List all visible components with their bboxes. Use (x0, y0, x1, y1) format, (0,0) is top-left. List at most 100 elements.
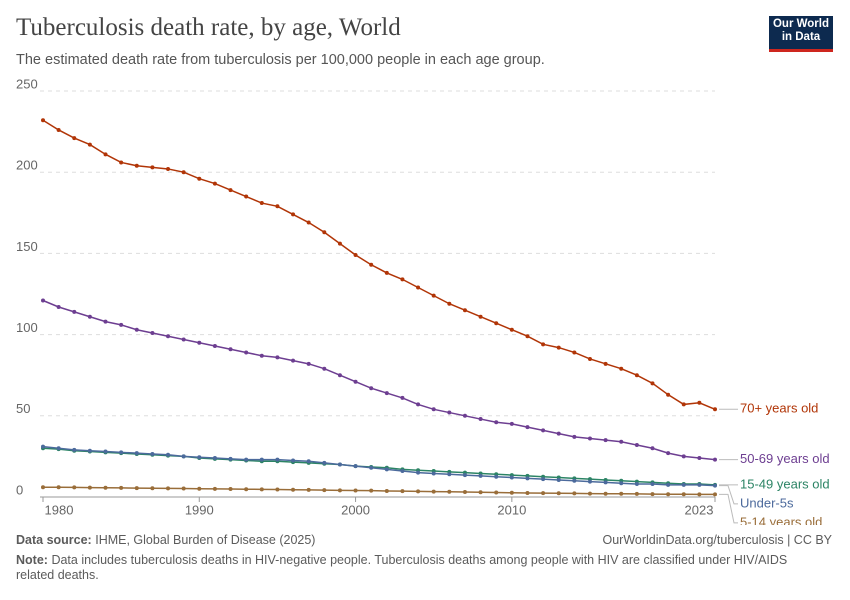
point (275, 355, 280, 360)
logo-text: Our World (772, 18, 829, 30)
point (431, 293, 436, 298)
point (306, 459, 311, 464)
point (212, 456, 217, 461)
point (556, 345, 561, 350)
point (650, 446, 655, 451)
point (416, 489, 421, 494)
point (525, 425, 530, 430)
logo-text: in Data (781, 31, 821, 43)
point (150, 165, 155, 170)
point (353, 253, 358, 258)
point (509, 490, 514, 495)
point (541, 477, 546, 482)
point (291, 212, 296, 217)
point (681, 402, 686, 407)
point (509, 327, 514, 332)
point (369, 386, 374, 391)
source-text: IHME, Global Burden of Disease (2025) (95, 533, 316, 547)
point (666, 492, 671, 497)
point (587, 479, 592, 484)
point (41, 485, 45, 490)
point (619, 481, 624, 486)
point (525, 476, 530, 481)
point (462, 473, 467, 478)
point (556, 491, 561, 496)
chart-subtitle: The estimated death rate from tuberculos… (16, 52, 545, 68)
point (197, 340, 202, 345)
point (244, 457, 249, 462)
source-label: Data source: (16, 533, 92, 547)
point (541, 491, 546, 496)
point (212, 181, 217, 186)
point (322, 460, 327, 465)
point (603, 361, 608, 366)
point (244, 350, 249, 355)
point (400, 469, 405, 474)
logo[interactable]: Our World in Data (769, 16, 833, 52)
point (228, 347, 233, 352)
point (87, 314, 92, 319)
point (369, 465, 374, 470)
point (87, 142, 92, 147)
point (181, 486, 186, 491)
point (197, 176, 202, 181)
point (337, 462, 342, 467)
point (572, 478, 577, 483)
point (525, 334, 530, 339)
point (337, 488, 342, 493)
point (572, 491, 577, 496)
point (259, 457, 264, 462)
point (697, 456, 702, 461)
point (103, 152, 108, 157)
point (400, 489, 405, 494)
point (478, 490, 483, 495)
point (322, 366, 327, 371)
point (666, 451, 671, 456)
x-tick-label: 1980 (45, 502, 74, 517)
x-tick-label: 2023 (685, 502, 714, 517)
y-tick-label: 250 (16, 76, 38, 91)
point (134, 451, 139, 456)
point (72, 447, 77, 452)
point (56, 304, 61, 309)
point (697, 400, 702, 405)
point (72, 136, 77, 141)
point (447, 410, 452, 415)
point (681, 454, 686, 459)
legend-label: Under-5s (740, 495, 794, 510)
point (291, 458, 296, 463)
point (619, 439, 624, 444)
x-tick-label: 2010 (497, 502, 526, 517)
point (259, 353, 264, 358)
series-line (42, 445, 716, 487)
point (119, 450, 124, 455)
point (87, 448, 92, 453)
point (275, 204, 280, 209)
point (431, 471, 436, 476)
point (56, 446, 61, 451)
point (166, 166, 171, 171)
point (713, 407, 717, 412)
point (166, 334, 171, 339)
point (103, 449, 108, 454)
url[interactable]: OurWorldinData.org/tuberculosis | CC BY (602, 533, 833, 547)
point (478, 417, 483, 422)
point (197, 486, 202, 491)
point (666, 392, 671, 397)
point (119, 322, 124, 327)
point (41, 444, 45, 449)
point (119, 485, 124, 490)
point (494, 490, 499, 495)
point (713, 483, 717, 488)
point (150, 330, 155, 335)
point (462, 489, 467, 494)
point (181, 454, 186, 459)
point (650, 381, 655, 386)
point (306, 220, 311, 225)
point (275, 457, 280, 462)
point (713, 492, 717, 497)
point (244, 194, 249, 199)
point (462, 308, 467, 313)
point (587, 436, 592, 441)
